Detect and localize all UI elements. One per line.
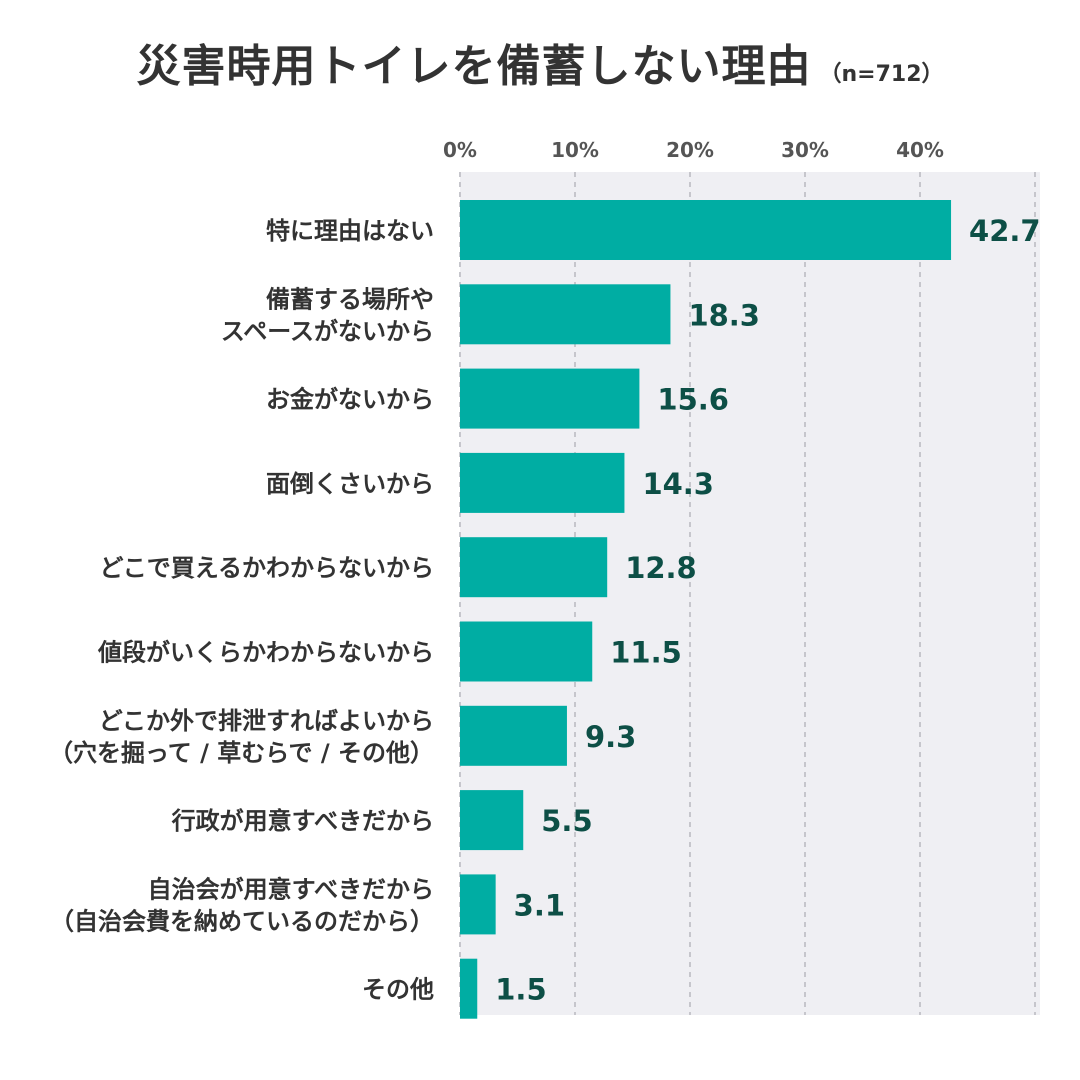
category-labels: 特に理由はない備蓄する場所やスペースがないからお金がないから面倒くさいからどこで… (49, 217, 434, 1004)
category-label-line: どこか外で排泄すればよいから (99, 707, 434, 735)
category-label: 特に理由はない (266, 217, 434, 245)
category-label-line: スペースがないから (221, 317, 434, 345)
category-label: 面倒くさいから (266, 470, 434, 498)
category-label-line: 自治会が用意すべきだから (148, 875, 434, 903)
category-label-line: お金がないから (266, 386, 434, 414)
value-label: 1.5 (495, 973, 546, 1007)
value-label: 9.3 (585, 720, 636, 754)
category-label: どこで買えるかわからないから (99, 554, 434, 582)
bar (460, 958, 478, 1019)
bar (460, 621, 593, 682)
bar (460, 537, 608, 598)
bar (460, 452, 625, 513)
category-label-line: （穴を掘って / 草むらで / その他） (49, 739, 434, 767)
chart-title: 災害時用トイレを備蓄しない理由 (136, 41, 812, 92)
bar (460, 874, 496, 935)
x-axis-ticks: 0% 10% 20% 30% 40% (443, 138, 944, 162)
category-label-line: その他 (362, 976, 434, 1004)
value-labels: 42.7 18.3 15.6 14.3 12.8 11.5 9.3 5.5 3.1 1.5 (495, 214, 1040, 1007)
bar (460, 284, 671, 345)
sample-size-label: （n=712） (819, 62, 944, 87)
chart-title-row: 災害時用トイレを備蓄しない理由 （n=712） (0, 30, 1080, 94)
category-label: その他 (362, 976, 434, 1004)
value-label: 5.5 (541, 804, 592, 838)
category-label: どこか外で排泄すればよいから （穴を掘って / 草むらで / その他） (49, 707, 434, 767)
value-label: 3.1 (514, 888, 565, 922)
category-label: 行政が用意すべきだから (171, 807, 434, 835)
value-label: 14.3 (642, 467, 714, 501)
value-label: 42.7 (969, 214, 1041, 248)
category-label-line: どこで買えるかわからないから (99, 554, 434, 582)
category-label: 自治会が用意すべきだから （自治会費を納めているのだから） (50, 875, 434, 935)
category-label-line: 行政が用意すべきだから (171, 807, 434, 835)
x-tick-label: 40% (896, 138, 944, 162)
bar (460, 790, 524, 851)
x-tick-label: 20% (666, 138, 714, 162)
value-label: 11.5 (610, 636, 682, 670)
bars (460, 200, 952, 1019)
category-label-line: （自治会費を納めているのだから） (50, 907, 434, 935)
bar (460, 200, 952, 260)
category-label: お金がないから (266, 386, 434, 414)
category-label: 備蓄する場所やスペースがないから (221, 285, 434, 345)
category-label-line: 備蓄する場所や (266, 285, 434, 313)
x-tick-label: 0% (443, 138, 477, 162)
value-label: 18.3 (688, 298, 760, 332)
value-label: 15.6 (657, 383, 729, 417)
value-label: 12.8 (625, 551, 697, 585)
bar (460, 705, 567, 766)
category-label: 値段がいくらかわからないから (97, 639, 434, 667)
x-tick-label: 30% (781, 138, 829, 162)
category-label-line: 特に理由はない (266, 217, 434, 245)
category-label-line: 値段がいくらかわからないから (97, 639, 434, 667)
category-label-line: 面倒くさいから (266, 470, 434, 498)
bar (460, 368, 640, 429)
x-tick-label: 10% (551, 138, 599, 162)
